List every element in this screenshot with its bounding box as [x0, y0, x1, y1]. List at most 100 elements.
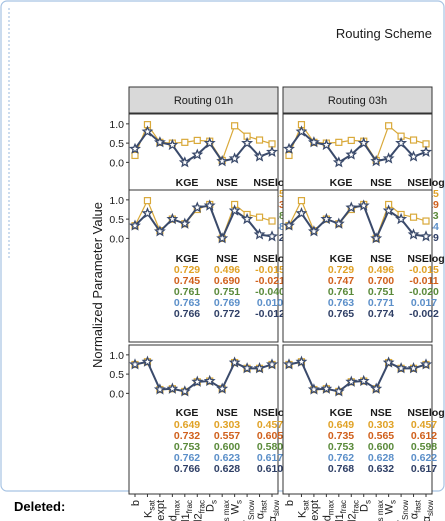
- data-point: [307, 225, 320, 237]
- data-point: [357, 199, 370, 211]
- y-tick-label: 1.0: [109, 195, 124, 207]
- y-tick-label: 0.5: [109, 214, 124, 226]
- y-tick-label: 0.0: [109, 388, 124, 400]
- metric-value: 0.622: [411, 452, 437, 464]
- x-tick-label-subscript: Snow: [401, 500, 410, 520]
- x-tick-label-subscript: s: [235, 500, 244, 504]
- metric-header: NSElog: [253, 177, 290, 189]
- data-point: [216, 382, 229, 394]
- data-point: [382, 204, 395, 216]
- metric-header: KGE: [330, 407, 353, 419]
- x-tick-label-subscript: frac: [339, 500, 348, 513]
- metric-header: NSElog: [253, 407, 290, 419]
- data-point: [253, 228, 266, 240]
- data-point: [153, 383, 166, 395]
- data-point: [141, 125, 154, 137]
- metric-value: 0.617: [257, 452, 283, 464]
- data-point: [407, 228, 420, 240]
- y-tick-label: 1.0: [109, 350, 124, 362]
- data-point: [129, 142, 141, 154]
- x-tick-label-subscript: s max: [376, 500, 385, 521]
- x-tick-label-subscript: Snow: [247, 500, 256, 520]
- metric-value: 0.772: [214, 308, 240, 320]
- data-point: [332, 385, 345, 397]
- metric-value: 0.605: [257, 430, 283, 442]
- y-axis-label: Normalized Parameter Value: [90, 202, 105, 368]
- data-point: [295, 355, 308, 367]
- data-point: [193, 136, 201, 145]
- data-point: [409, 213, 418, 221]
- x-tick-label: Ws: [384, 500, 398, 514]
- metric-value: 0.729: [328, 264, 354, 276]
- data-point: [166, 138, 179, 151]
- data-point: [320, 382, 333, 394]
- metric-value: 0.598: [411, 441, 437, 453]
- metric-value: 0.700: [368, 275, 394, 287]
- data-point: [420, 145, 432, 157]
- data-point: [409, 136, 418, 144]
- x-tick-label-subscript: s max: [222, 500, 231, 521]
- data-point: [345, 201, 358, 213]
- x-tick-label-subscript: max: [172, 500, 181, 515]
- metric-value: 0.303: [368, 419, 394, 431]
- data-point: [228, 356, 241, 368]
- metric-header: NSE: [216, 253, 238, 265]
- x-tick-label-subscript: max: [326, 500, 335, 515]
- x-tick-label-subscript: fast: [260, 499, 269, 513]
- data-point: [283, 358, 295, 370]
- metric-header: NSElog: [253, 253, 290, 265]
- metric-header: NSElog: [407, 177, 444, 189]
- data-point: [228, 152, 241, 164]
- data-point: [141, 355, 154, 367]
- data-point: [283, 219, 295, 231]
- metric-value: -0.012: [255, 308, 285, 320]
- plot-area: Routing 01h Routing 03h 0.0 0.5 1.0 KGE NSE NSE…: [109, 86, 445, 495]
- data-point: [307, 383, 320, 395]
- metric-value: 0.762: [328, 452, 354, 464]
- metric-value: -0.015: [409, 264, 439, 276]
- x-tick-label: expt: [155, 500, 167, 521]
- deleted-label: Deleted:: [14, 499, 66, 514]
- metric-value: 0.565: [368, 430, 394, 442]
- data-point: [228, 204, 241, 216]
- data-point: [191, 375, 204, 387]
- x-tick-label-subscript: sat: [301, 499, 310, 510]
- x-tick-label: b: [284, 500, 296, 506]
- data-point: [241, 136, 254, 149]
- metric-value: 0.649: [328, 419, 354, 431]
- metric-header: KGE: [176, 177, 199, 189]
- metric-value: 0.761: [328, 286, 354, 298]
- data-point: [382, 356, 395, 368]
- metric-value: -0.011: [409, 275, 438, 287]
- x-tick-label-subscript: sat: [147, 499, 156, 510]
- facet-strip-label: Routing 03h: [328, 95, 387, 107]
- data-point: [395, 136, 408, 149]
- metric-value: 0.610: [257, 463, 283, 475]
- metric-value: 0.632: [368, 463, 394, 475]
- data-point: [178, 217, 191, 229]
- metric-value: 0.457: [411, 419, 437, 431]
- data-point: [332, 217, 345, 229]
- data-point: [241, 212, 254, 225]
- metric-value: -0.002: [409, 308, 439, 320]
- data-point: [357, 374, 370, 387]
- data-point: [420, 358, 432, 370]
- metric-header: NSE: [216, 407, 238, 419]
- data-point: [141, 207, 154, 219]
- data-point: [166, 382, 179, 394]
- x-tick-label-subscript: s: [364, 500, 373, 504]
- facet-strip-label: Routing 01h: [174, 95, 233, 107]
- x-tick-label: Ds: [359, 500, 373, 512]
- x-tick-label: Ws: [230, 500, 244, 514]
- metric-value: 0.628: [214, 463, 240, 475]
- metric-value: 0.017: [411, 297, 437, 309]
- data-point: [395, 362, 408, 374]
- data-point: [178, 156, 191, 168]
- metric-header: NSE: [370, 177, 392, 189]
- data-point: [153, 225, 166, 237]
- metric-value: 0.747: [328, 275, 354, 287]
- metric-value: 0.580: [257, 441, 283, 453]
- x-tick-label-subscript: s: [389, 500, 398, 504]
- metric-value: 0.623: [214, 452, 240, 464]
- data-point: [266, 145, 278, 157]
